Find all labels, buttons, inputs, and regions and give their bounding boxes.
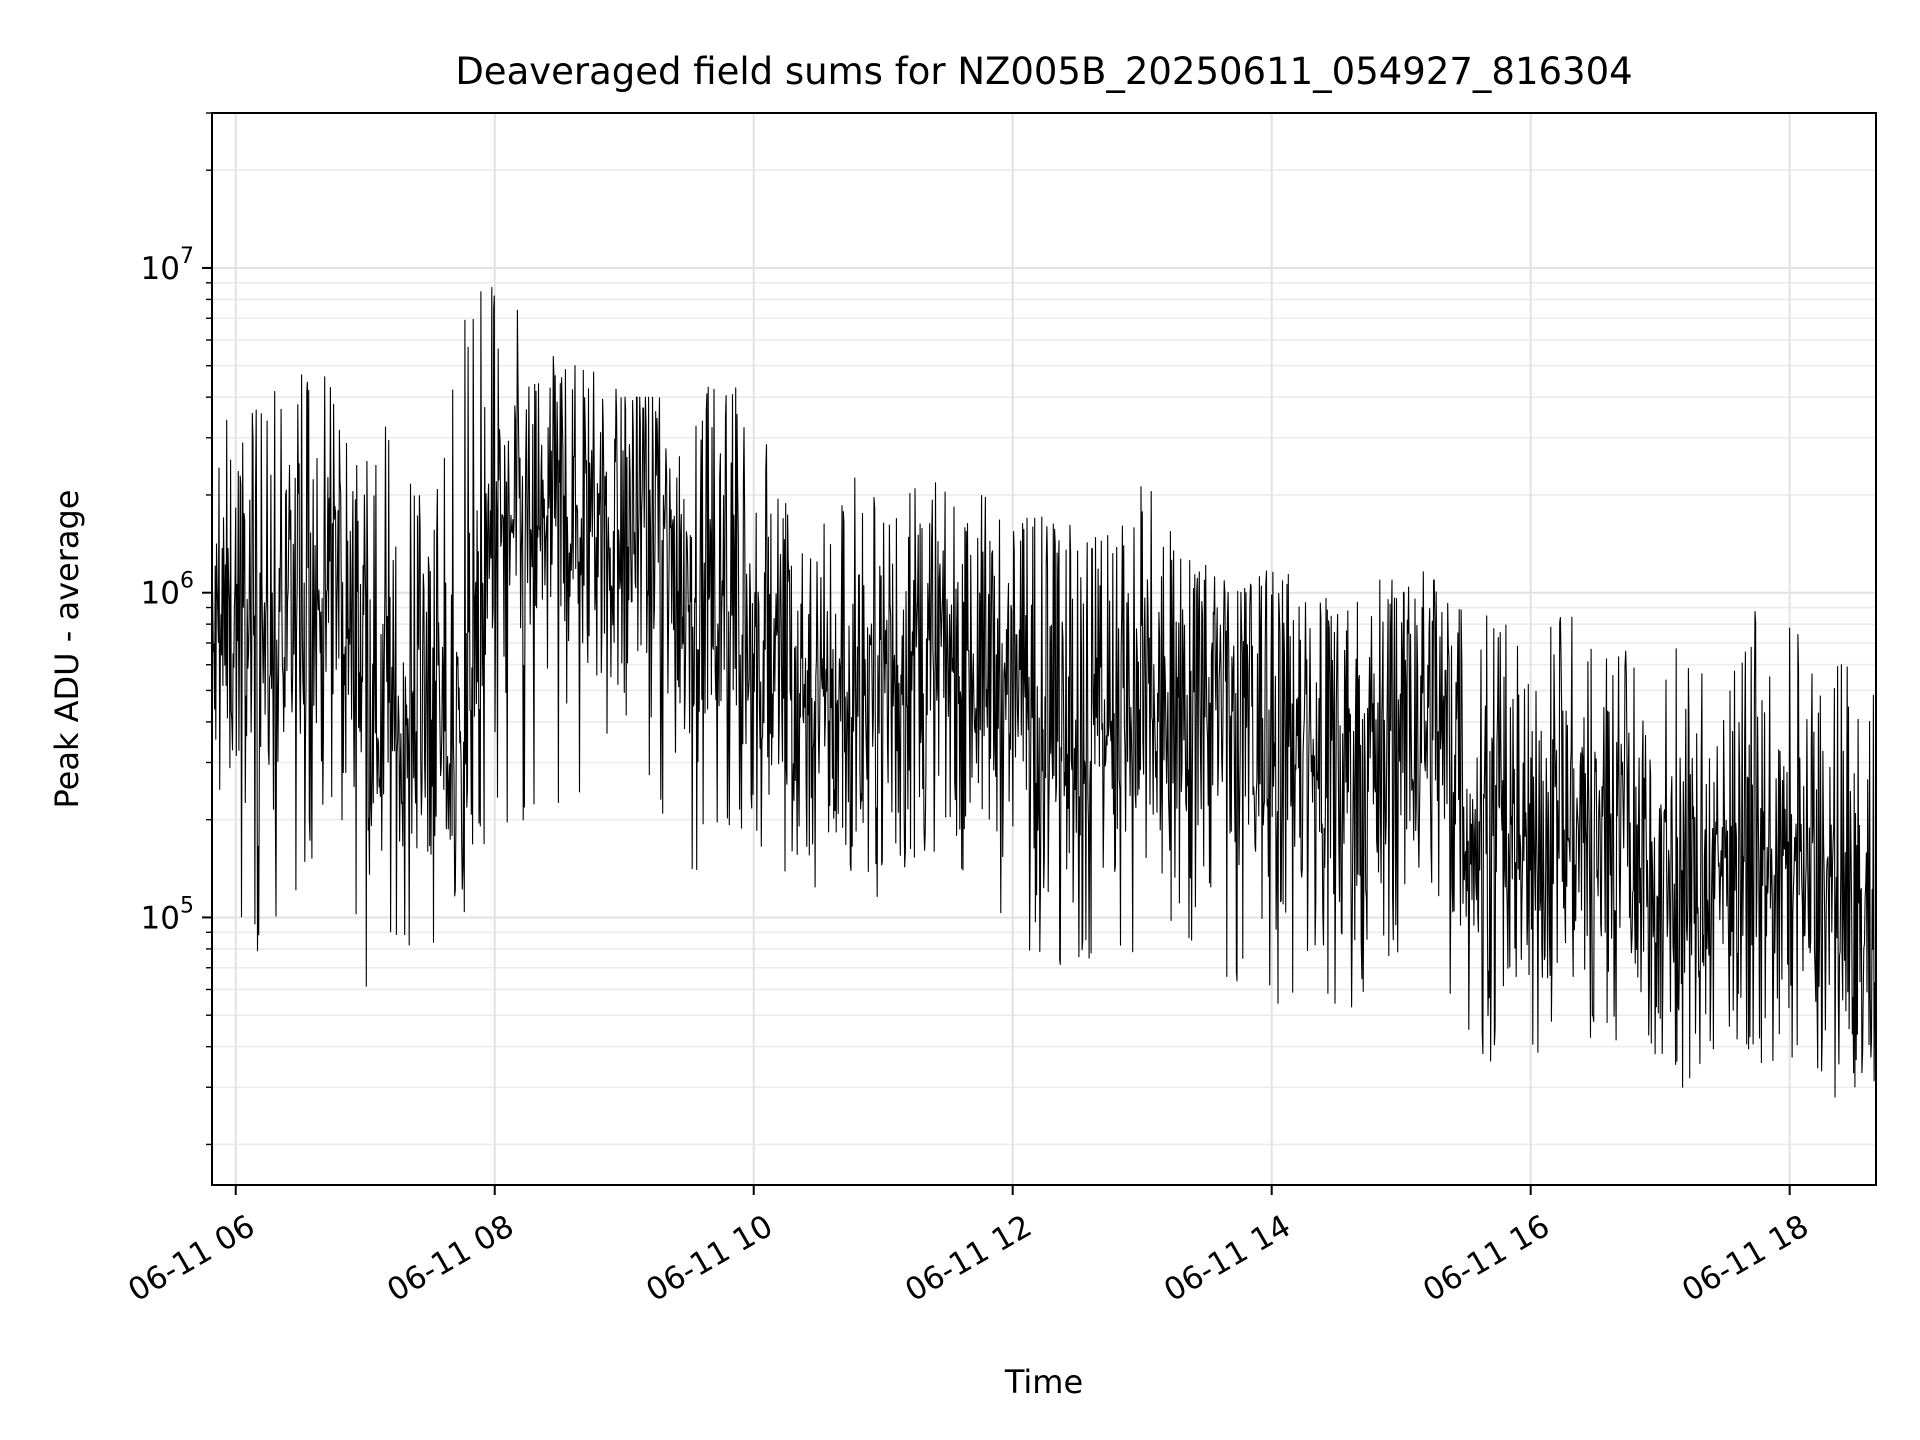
x-tick-label: 06-11 12 (899, 1208, 1038, 1309)
y-tick-label: 107 (141, 244, 194, 287)
y-tick-base: 10 (141, 576, 180, 612)
grid (202, 112, 1876, 1185)
y-tick-base: 10 (141, 251, 180, 287)
plot-area (211, 286, 1877, 1098)
x-axis-label: Time (1004, 1363, 1083, 1401)
y-tick-base: 10 (141, 900, 180, 936)
x-tick-label: 06-11 18 (1676, 1208, 1815, 1309)
y-axis-label: Peak ADU - average (48, 490, 86, 809)
axes-frame (211, 112, 1877, 1186)
y-tick-label: 105 (141, 893, 194, 936)
y-tick-exponent: 5 (180, 893, 194, 918)
chart-title: Deaveraged field sums for NZ005B_2025061… (455, 50, 1632, 93)
x-tick-label: 06-11 06 (122, 1208, 261, 1309)
y-tick-exponent: 7 (180, 244, 194, 269)
x-tick-label: 06-11 08 (381, 1208, 520, 1309)
series-line (211, 286, 1877, 1098)
x-tick-label: 06-11 16 (1417, 1208, 1556, 1309)
y-tick-exponent: 6 (180, 569, 194, 594)
x-axis: 06-11 06 06-11 08 06-11 10 06-11 12 06-11 14… (122, 1185, 1815, 1309)
x-tick-label: 06-11 10 (640, 1208, 779, 1309)
x-tick-label: 06-11 14 (1158, 1208, 1297, 1309)
y-tick-label: 106 (141, 569, 194, 612)
